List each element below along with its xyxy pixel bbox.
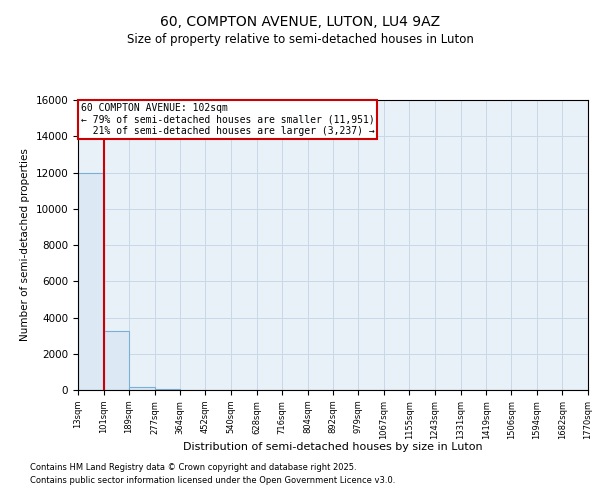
X-axis label: Distribution of semi-detached houses by size in Luton: Distribution of semi-detached houses by … [183,442,483,452]
Bar [78,174,104,390]
Bar [129,388,155,390]
Text: 60 COMPTON AVENUE: 102sqm
← 79% of semi-detached houses are smaller (11,951)
  2: 60 COMPTON AVENUE: 102sqm ← 79% of semi-… [80,103,374,136]
Text: Contains HM Land Registry data © Crown copyright and database right 2025.: Contains HM Land Registry data © Crown c… [30,464,356,472]
Text: Size of property relative to semi-detached houses in Luton: Size of property relative to semi-detach… [127,32,473,46]
Text: Contains public sector information licensed under the Open Government Licence v3: Contains public sector information licen… [30,476,395,485]
Bar [155,389,180,390]
Text: 60, COMPTON AVENUE, LUTON, LU4 9AZ: 60, COMPTON AVENUE, LUTON, LU4 9AZ [160,15,440,29]
Y-axis label: Number of semi-detached properties: Number of semi-detached properties [20,148,30,342]
Bar [104,332,129,390]
